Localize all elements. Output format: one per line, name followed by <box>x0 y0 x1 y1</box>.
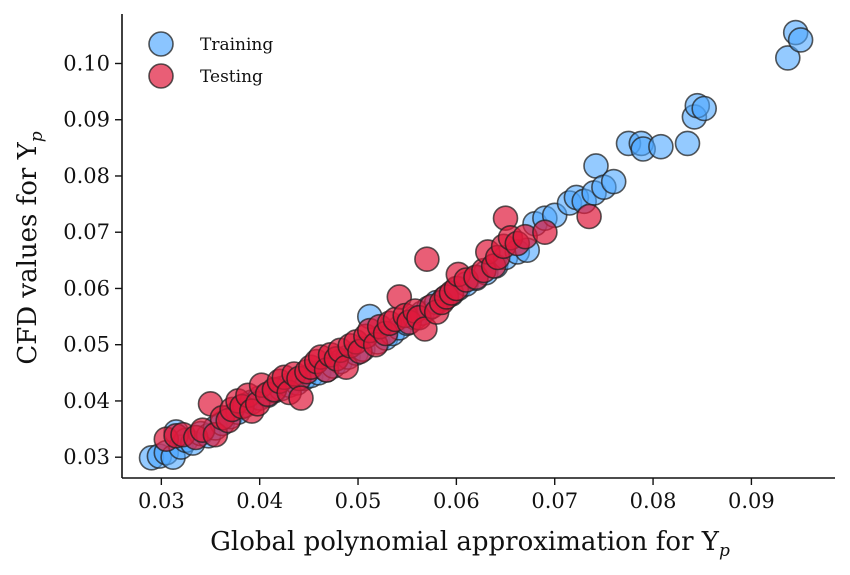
y-tick-label: 0.04 <box>63 389 110 413</box>
legend-label-testing: Testing <box>200 67 263 87</box>
y-tick-label: 0.10 <box>63 51 110 75</box>
testing-point <box>288 385 314 411</box>
y-tick-label: 0.06 <box>63 276 110 300</box>
legend-marker-training <box>148 31 174 57</box>
x-axis-title-subscript: p <box>719 541 730 561</box>
y-tick-label: 0.03 <box>63 445 110 469</box>
legend-marker-testing <box>148 63 174 89</box>
training-point <box>674 130 701 157</box>
y-tick-label: 0.09 <box>63 108 110 132</box>
series-testing <box>153 203 602 453</box>
testing-point <box>576 203 602 230</box>
y-tick-label: 0.07 <box>63 220 110 244</box>
x-tick-label: 0.04 <box>236 489 283 513</box>
x-axis-title: Global polynomial approximation for Yp <box>210 527 730 561</box>
legend-label-training: Training <box>200 35 273 55</box>
training-point <box>787 27 814 53</box>
testing-point <box>532 219 558 245</box>
y-ticks: 0.03 0.04 0.05 0.06 0.07 0.08 0.09 0.10 <box>63 51 122 469</box>
x-tick-label: 0.06 <box>433 489 480 513</box>
x-tick-label: 0.08 <box>630 489 677 513</box>
x-tick-label: 0.07 <box>531 489 578 513</box>
x-ticks: 0.03 0.04 0.05 0.06 0.07 0.08 0.09 <box>138 478 775 513</box>
training-point <box>648 133 674 160</box>
training-point <box>691 95 718 122</box>
y-tick-label: 0.05 <box>63 333 110 357</box>
y-axis-title-subscript: p <box>27 131 47 142</box>
training-point <box>600 168 627 195</box>
points-layer <box>138 19 814 471</box>
x-tick-label: 0.05 <box>335 489 382 513</box>
training-point <box>774 45 801 71</box>
x-tick-label: 0.09 <box>728 489 775 513</box>
legend: Training Testing <box>148 31 273 89</box>
y-tick-label: 0.08 <box>63 164 110 188</box>
x-tick-label: 0.03 <box>138 489 185 513</box>
y-axis-title: CFD values for Yp <box>13 131 47 364</box>
testing-point <box>414 246 440 273</box>
